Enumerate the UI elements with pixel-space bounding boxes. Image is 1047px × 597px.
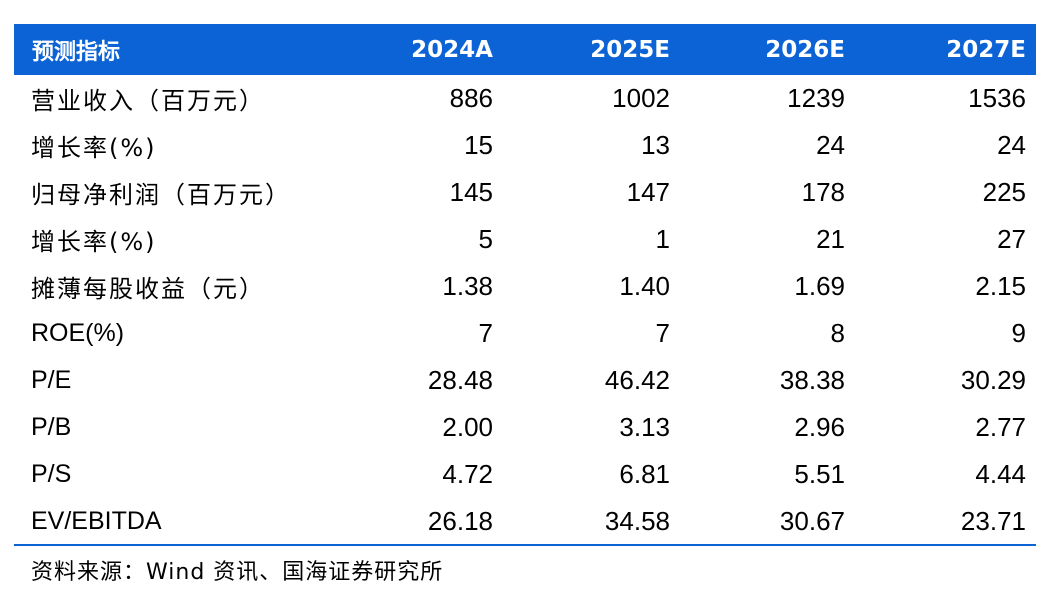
row-value: 1.69 [794, 271, 845, 301]
row-value: 2.15 [975, 271, 1026, 301]
row-value: 1536 [968, 83, 1026, 113]
row-value: 30.67 [680, 498, 855, 546]
header-cell-2024a: 2024A [411, 36, 493, 63]
row-label: 归母净利润（百万元） [31, 181, 291, 209]
row-label: 摊薄每股收益（元） [31, 275, 265, 303]
forecast-table-container: 预测指标 2024A 2025E 2026E 2027E 营业收入（百万元） 88… [14, 24, 1036, 546]
table-row: EV/EBITDA 26.18 34.58 30.67 23.71 [14, 498, 1036, 546]
table-row: P/E 28.48 46.42 38.38 30.29 [14, 357, 1036, 404]
row-value: 26.18 [340, 498, 503, 546]
row-value: 30.29 [960, 365, 1026, 395]
row-value: 2.96 [794, 412, 845, 442]
row-label: 增长率(%) [31, 228, 157, 256]
row-value: 2.00 [442, 412, 493, 442]
row-value: 13 [641, 130, 670, 160]
row-value: 3.13 [619, 412, 670, 442]
header-cell-indicator: 预测指标 [32, 39, 121, 65]
row-value: 1002 [612, 83, 670, 113]
row-value: 6.81 [619, 459, 670, 489]
row-value: 1 [655, 224, 670, 254]
row-value: 178 [801, 177, 845, 207]
row-value: 1.38 [442, 271, 493, 301]
row-value: 15 [464, 130, 493, 160]
header-cell-2025e: 2025E [590, 36, 670, 63]
row-value: 1239 [787, 83, 845, 113]
forecast-table: 预测指标 2024A 2025E 2026E 2027E 营业收入（百万元） 88… [14, 24, 1036, 546]
row-value: 9 [1011, 318, 1026, 348]
header-cell-2026e: 2026E [765, 36, 845, 63]
row-value: 4.44 [975, 459, 1026, 489]
row-label: ROE(%) [31, 319, 125, 347]
row-value: 147 [626, 177, 670, 207]
row-value: 4.72 [442, 459, 493, 489]
row-value: 225 [982, 177, 1026, 207]
row-value: 21 [816, 224, 845, 254]
row-value: 24 [997, 130, 1026, 160]
row-value: 28.48 [427, 365, 493, 395]
row-value: 27 [997, 224, 1026, 254]
table-row: ROE(%) 7 7 8 9 [14, 310, 1036, 357]
table-row: 归母净利润（百万元） 145 147 178 225 [14, 169, 1036, 216]
table-row: P/B 2.00 3.13 2.96 2.77 [14, 404, 1036, 451]
row-label: P/B [31, 413, 72, 441]
row-label: 增长率(%) [31, 134, 157, 162]
table-body: 营业收入（百万元） 886 1002 1239 1536 增长率(%) 15 13 24 24 归母… [14, 75, 1036, 546]
row-label: EV/EBITDA [14, 498, 340, 546]
row-value: 7 [478, 318, 493, 348]
source-note: 资料来源：Wind 资讯、国海证券研究所 [31, 560, 444, 585]
row-value: 5.51 [794, 459, 845, 489]
row-value: 24 [816, 130, 845, 160]
row-value: 8 [830, 318, 845, 348]
table-row: 增长率(%) 15 13 24 24 [14, 122, 1036, 169]
row-value: 23.71 [855, 498, 1036, 546]
row-value: 46.42 [604, 365, 670, 395]
row-value: 38.38 [779, 365, 845, 395]
row-value: 5 [478, 224, 493, 254]
row-label: P/S [31, 460, 72, 488]
row-label: 营业收入（百万元） [31, 87, 265, 115]
row-label: P/E [31, 366, 72, 394]
row-value: 34.58 [503, 498, 680, 546]
table-row: 营业收入（百万元） 886 1002 1239 1536 [14, 75, 1036, 122]
table-header-row: 预测指标 2024A 2025E 2026E 2027E [14, 24, 1036, 75]
table-row: P/S 4.72 6.81 5.51 4.44 [14, 451, 1036, 498]
table-row: 摊薄每股收益（元） 1.38 1.40 1.69 2.15 [14, 263, 1036, 310]
row-value: 886 [449, 83, 493, 113]
row-value: 145 [449, 177, 493, 207]
table-row: 增长率(%) 5 1 21 27 [14, 216, 1036, 263]
row-value: 1.40 [619, 271, 670, 301]
row-value: 2.77 [975, 412, 1026, 442]
header-cell-2027e: 2027E [946, 36, 1026, 63]
row-value: 7 [655, 318, 670, 348]
